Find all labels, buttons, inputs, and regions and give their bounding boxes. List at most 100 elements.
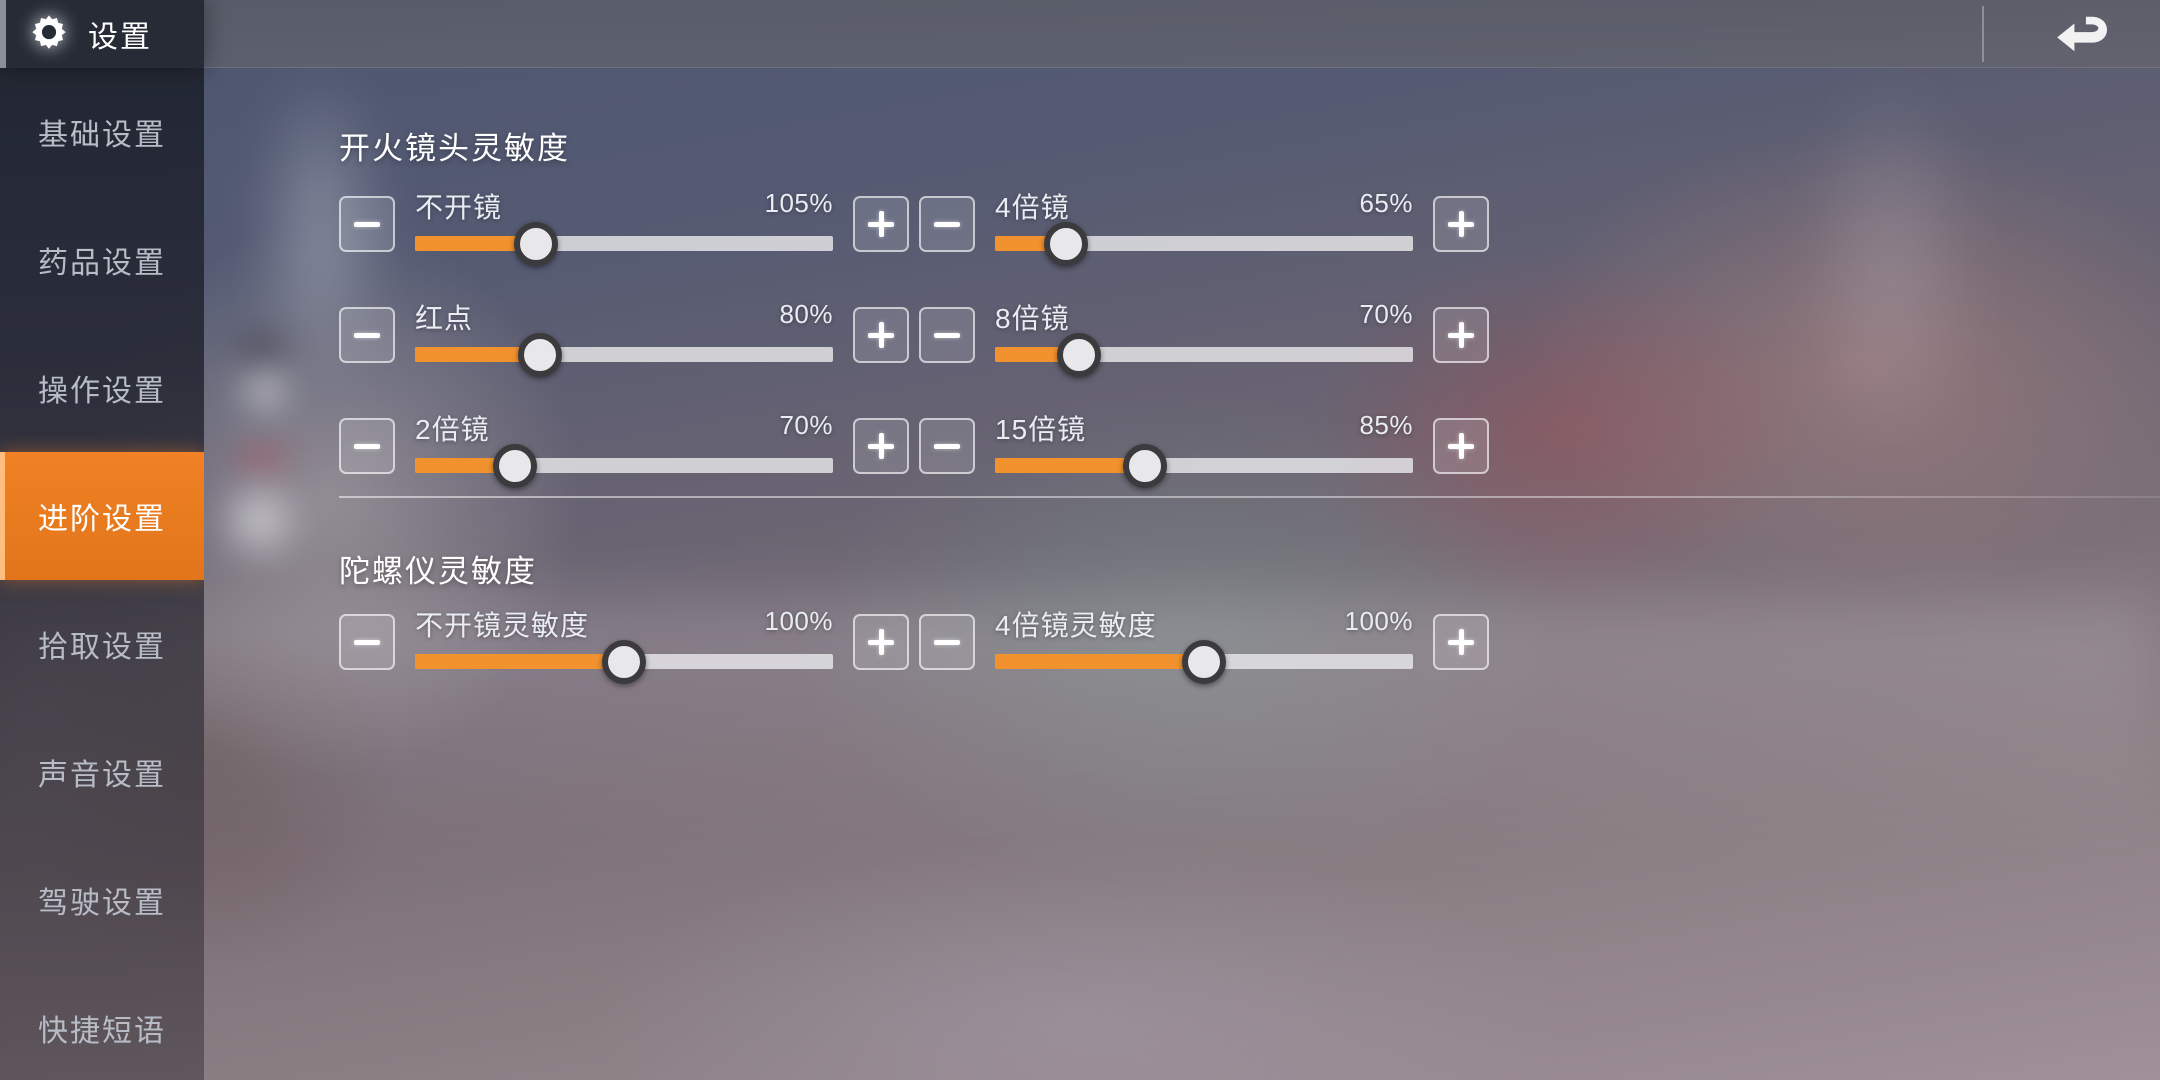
slider-value: 70% <box>779 410 833 440</box>
sidebar: 基础设置药品设置操作设置进阶设置拾取设置声音设置驾驶设置快捷短语 <box>0 68 204 1080</box>
decrease-button[interactable] <box>339 307 395 363</box>
slider-track[interactable] <box>995 639 1413 684</box>
slider-thumb[interactable] <box>518 332 563 377</box>
sidebar-item-label: 驾驶设置 <box>38 887 166 920</box>
decrease-button[interactable] <box>339 614 395 670</box>
increase-button[interactable] <box>1433 418 1489 474</box>
minus-icon <box>934 221 960 227</box>
slider-thumb[interactable] <box>1123 443 1168 488</box>
minus-icon <box>354 332 380 338</box>
slider-thumb[interactable] <box>514 221 559 266</box>
slider-row-0-1: 4倍镜 65% <box>919 188 1489 276</box>
slider-label: 红点 <box>415 303 474 334</box>
slider-track[interactable] <box>995 332 1413 377</box>
sidebar-item-5[interactable]: 声音设置 <box>0 708 204 836</box>
slider-track[interactable] <box>415 443 833 488</box>
plus-icon-vertical <box>878 629 884 655</box>
plus-icon-vertical <box>878 322 884 348</box>
increase-button[interactable] <box>1433 196 1489 252</box>
main-content: 开火镜头灵敏度 不开镜 105% 4倍镜 65% 红点 80% 8倍镜 70% 2倍镜 70% 15倍… <box>204 68 2160 1080</box>
increase-button[interactable] <box>853 418 909 474</box>
sidebar-item-1[interactable]: 药品设置 <box>0 196 204 324</box>
slider-row-0-5: 15倍镜 85% <box>919 410 1489 498</box>
slider-label: 4倍镜 <box>995 192 1070 223</box>
sidebar-item-0[interactable]: 基础设置 <box>0 68 204 196</box>
sidebar-item-6[interactable]: 驾驶设置 <box>0 836 204 964</box>
slider-track[interactable] <box>995 221 1413 266</box>
slider-track[interactable] <box>415 332 833 377</box>
minus-icon <box>354 639 380 645</box>
slider-thumb[interactable] <box>1044 221 1089 266</box>
slider-value: 65% <box>1359 188 1413 218</box>
increase-button[interactable] <box>1433 614 1489 670</box>
sidebar-item-label: 进阶设置 <box>38 503 166 536</box>
slider-label: 不开镜灵敏度 <box>415 610 590 641</box>
slider-row-0-3: 8倍镜 70% <box>919 299 1489 387</box>
sidebar-item-7[interactable]: 快捷短语 <box>0 964 204 1080</box>
gear-icon <box>26 11 72 57</box>
back-arrow-icon <box>2057 16 2107 52</box>
minus-icon <box>934 639 960 645</box>
page-title-chip: 设置 <box>0 0 204 68</box>
slider-label: 4倍镜灵敏度 <box>995 610 1157 641</box>
slider-thumb[interactable] <box>493 443 538 488</box>
slider-label: 不开镜 <box>415 192 503 223</box>
slider-track[interactable] <box>995 443 1413 488</box>
plus-icon-vertical <box>1458 629 1464 655</box>
sidebar-item-label: 药品设置 <box>38 247 166 280</box>
slider-fill <box>995 458 1146 473</box>
increase-button[interactable] <box>853 614 909 670</box>
minus-icon <box>354 221 380 227</box>
slider-row-0-4: 2倍镜 70% <box>339 410 909 498</box>
section-divider <box>339 496 2160 498</box>
slider-track[interactable] <box>415 639 833 684</box>
slider-value: 80% <box>779 299 833 329</box>
slider-value: 100% <box>764 606 833 636</box>
slider-track[interactable] <box>415 221 833 266</box>
decrease-button[interactable] <box>339 196 395 252</box>
decrease-button[interactable] <box>339 418 395 474</box>
increase-button[interactable] <box>853 307 909 363</box>
background-tree-right <box>1760 60 2020 580</box>
sidebar-item-label: 操作设置 <box>38 375 166 408</box>
slider-fill <box>415 236 537 251</box>
sidebar-item-label: 声音设置 <box>38 759 166 792</box>
increase-button[interactable] <box>853 196 909 252</box>
slider-value: 70% <box>1359 299 1413 329</box>
minus-icon <box>354 443 380 449</box>
slider-fill <box>995 654 1204 669</box>
sidebar-item-3[interactable]: 进阶设置 <box>0 452 204 580</box>
slider-thumb[interactable] <box>1182 639 1226 684</box>
slider-row-0-0: 不开镜 105% <box>339 188 909 276</box>
slider-thumb[interactable] <box>602 639 646 684</box>
plus-icon-vertical <box>1458 322 1464 348</box>
sidebar-item-label: 快捷短语 <box>38 1015 166 1048</box>
plus-icon-vertical <box>1458 211 1464 237</box>
back-button[interactable] <box>2052 10 2116 58</box>
plus-icon-vertical <box>878 433 884 459</box>
minus-icon <box>934 443 960 449</box>
sidebar-item-2[interactable]: 操作设置 <box>0 324 204 452</box>
slider-row-1-1: 4倍镜灵敏度 100% <box>919 606 1489 694</box>
sidebar-item-label: 基础设置 <box>38 119 166 152</box>
decrease-button[interactable] <box>919 418 975 474</box>
plus-icon-vertical <box>1458 433 1464 459</box>
slider-value: 85% <box>1359 410 1413 440</box>
decrease-button[interactable] <box>919 307 975 363</box>
slider-value: 105% <box>764 188 833 218</box>
slider-fill <box>415 347 541 362</box>
slider-fill <box>415 458 516 473</box>
sidebar-item-4[interactable]: 拾取设置 <box>0 580 204 708</box>
decrease-button[interactable] <box>919 614 975 670</box>
slider-fill <box>415 654 624 669</box>
slider-label: 8倍镜 <box>995 303 1070 334</box>
section-title-0: 开火镜头灵敏度 <box>339 131 570 166</box>
decrease-button[interactable] <box>919 196 975 252</box>
slider-thumb[interactable] <box>1056 332 1101 377</box>
plus-icon-vertical <box>878 211 884 237</box>
increase-button[interactable] <box>1433 307 1489 363</box>
section-title-1: 陀螺仪灵敏度 <box>339 554 537 589</box>
slider-row-0-2: 红点 80% <box>339 299 909 387</box>
slider-value: 100% <box>1344 606 1413 636</box>
